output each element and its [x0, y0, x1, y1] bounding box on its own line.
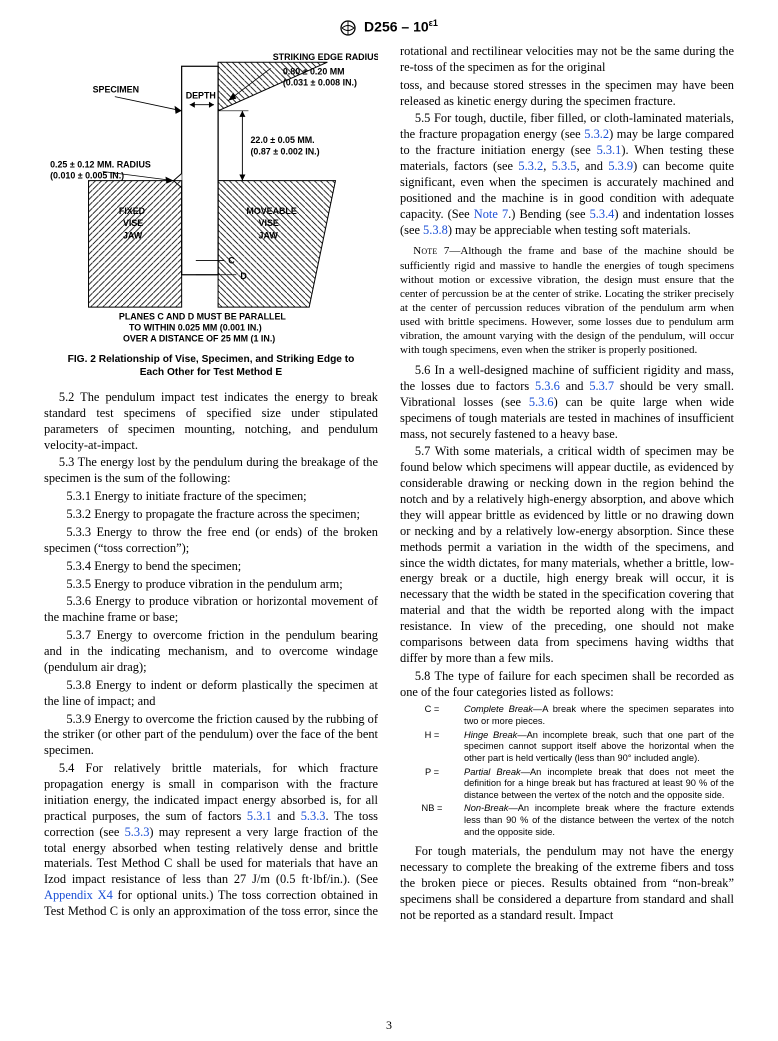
para-5-3-3: 5.3.3 Energy to throw the free end (or e… — [44, 525, 378, 557]
para-final: For tough materials, the pendulum may no… — [400, 844, 734, 923]
ft-code-h: H = — [400, 730, 464, 765]
note-7: Note 7—Although the frame and base of th… — [400, 244, 734, 357]
link-5-3-6b[interactable]: 5.3.6 — [529, 395, 554, 409]
p5-4-b: and — [272, 809, 301, 823]
page-header: D256 – 10ε1 — [44, 18, 734, 36]
link-note-7[interactable]: Note 7 — [474, 207, 508, 221]
para-5-7: 5.7 With some materials, a critical widt… — [400, 444, 734, 666]
fig-striking-line3: (0.031 ± 0.008 IN.) — [283, 77, 357, 87]
fig-specimen: SPECIMEN — [93, 85, 139, 95]
link-5-3-3[interactable]: 5.3.3 — [301, 809, 326, 823]
ft-desc-h: Hinge Break—An incomplete break, such th… — [464, 730, 734, 765]
link-5-3-1b[interactable]: 5.3.1 — [597, 143, 622, 157]
fig-22-line1: 22.0 ± 0.05 MM. — [250, 135, 314, 145]
ft-term-c: Complete Break — [464, 704, 533, 714]
body-columns: STRIKING EDGE RADIUS 0.80 ± 0.20 MM (0.0… — [44, 44, 734, 924]
link-5-3-4[interactable]: 5.3.4 — [590, 207, 615, 221]
para-5-3: 5.3 The energy lost by the pendulum duri… — [44, 455, 378, 487]
fig-fixed3: JAW — [123, 230, 143, 240]
link-5-3-7[interactable]: 5.3.7 — [589, 379, 614, 393]
fig-striking-line1: STRIKING EDGE RADIUS — [273, 52, 378, 62]
link-5-3-5[interactable]: 5.3.5 — [552, 159, 577, 173]
para-5-6: 5.6 In a well-designed machine of suffic… — [400, 363, 734, 442]
link-5-3-1[interactable]: 5.3.1 — [247, 809, 272, 823]
figure-2-caption: FIG. 2 Relationship of Vise, Specimen, a… — [62, 354, 360, 380]
ft-code-p: P = — [400, 767, 464, 802]
fig-planes1: PLANES C AND D MUST BE PARALLEL — [119, 311, 287, 321]
ft-desc-p: Partial Break—An incomplete break that d… — [464, 767, 734, 802]
para-5-3-4: 5.3.4 Energy to bend the specimen; — [44, 559, 378, 575]
p5-5-e: .) Bending (see — [508, 207, 589, 221]
p5-6-b: and — [560, 379, 590, 393]
page-number: 3 — [0, 1018, 778, 1033]
failure-row-h: H = Hinge Break—An incomplete break, suc… — [400, 730, 734, 765]
para-5-3-6: 5.3.6 Energy to produce vibration or hor… — [44, 594, 378, 626]
note-7-lead: Note — [413, 245, 437, 257]
p5-5-g: ) may be appreciable when testing soft m… — [448, 223, 691, 237]
fig-depth: DEPTH — [186, 91, 216, 101]
fig-move2: VISE — [259, 218, 279, 228]
fig-fixed2: VISE — [123, 218, 143, 228]
failure-row-nb: NB = Non-Break—An incomplete break where… — [400, 803, 734, 838]
para-5-3-9: 5.3.9 Energy to overcome the friction ca… — [44, 712, 378, 760]
link-appendix-x4[interactable]: Appendix X4 — [44, 888, 113, 902]
designation-eps: ε1 — [429, 18, 438, 28]
para-col2-top: toss, and because stored stresses in the… — [400, 78, 734, 110]
fig-radius-line1: 0.25 ± 0.12 MM. RADIUS — [50, 159, 151, 169]
para-5-3-8: 5.3.8 Energy to indent or deform plastic… — [44, 678, 378, 710]
ft-code-nb: NB = — [400, 803, 464, 838]
para-5-5: 5.5 For tough, ductile, fiber filled, or… — [400, 111, 734, 238]
fig-c: C — [228, 256, 235, 266]
failure-type-table: C = Complete Break—A break where the spe… — [400, 704, 734, 838]
ft-desc-nb: Non-Break—An incomplete break where the … — [464, 803, 734, 838]
figure-2: STRIKING EDGE RADIUS 0.80 ± 0.20 MM (0.0… — [44, 44, 378, 380]
fig-striking-line2: 0.80 ± 0.20 MM — [283, 66, 345, 76]
link-5-3-2b[interactable]: 5.3.2 — [518, 159, 543, 173]
para-5-3-2: 5.3.2 Energy to propagate the fracture a… — [44, 507, 378, 523]
link-5-3-9[interactable]: 5.3.9 — [608, 159, 633, 173]
para-5-8: 5.8 The type of failure for each specime… — [400, 669, 734, 701]
para-5-3-7: 5.3.7 Energy to overcome friction in the… — [44, 628, 378, 676]
fig-move3: JAW — [259, 230, 279, 240]
p5-5-comma2: , and — [577, 159, 609, 173]
ft-term-h: Hinge Break — [464, 730, 517, 740]
page: D256 – 10ε1 — [0, 0, 778, 1041]
note-7-text: 7—Although the frame and base of the mac… — [400, 245, 734, 356]
para-5-3-5: 5.3.5 Energy to produce vibration in the… — [44, 577, 378, 593]
failure-row-p: P = Partial Break—An incomplete break th… — [400, 767, 734, 802]
fig-radius-line2: (0.010 ± 0.005 IN.) — [50, 171, 124, 181]
failure-row-c: C = Complete Break—A break where the spe… — [400, 704, 734, 727]
fig-fixed1: FIXED — [119, 206, 146, 216]
para-5-3-1: 5.3.1 Energy to initiate fracture of the… — [44, 489, 378, 505]
p5-5-comma1: , — [543, 159, 552, 173]
ft-term-p: Partial Break — [464, 767, 521, 777]
ft-term-nb: Non-Break — [464, 803, 508, 813]
link-5-3-6[interactable]: 5.3.6 — [535, 379, 560, 393]
designation: D256 – 10 — [364, 19, 429, 35]
astm-logo-icon — [340, 20, 360, 36]
ft-desc-c: Complete Break—A break where the specime… — [464, 704, 734, 727]
link-5-3-8[interactable]: 5.3.8 — [423, 223, 448, 237]
fig-planes3: OVER A DISTANCE OF 25 MM (1 IN.) — [123, 334, 275, 344]
fig-move1: MOVEABLE — [246, 206, 296, 216]
figure-2-svg: STRIKING EDGE RADIUS 0.80 ± 0.20 MM (0.0… — [44, 44, 378, 348]
link-5-3-3b[interactable]: 5.3.3 — [125, 825, 150, 839]
para-5-2: 5.2 The pendulum impact test indicates t… — [44, 390, 378, 454]
fig-d: D — [240, 271, 247, 281]
ft-code-c: C = — [400, 704, 464, 727]
fig-22-line2: (0.87 ± 0.002 IN.) — [250, 146, 319, 156]
link-5-3-2[interactable]: 5.3.2 — [584, 127, 609, 141]
fig-planes2: TO WITHIN 0.025 MM (0.001 IN.) — [129, 322, 262, 332]
